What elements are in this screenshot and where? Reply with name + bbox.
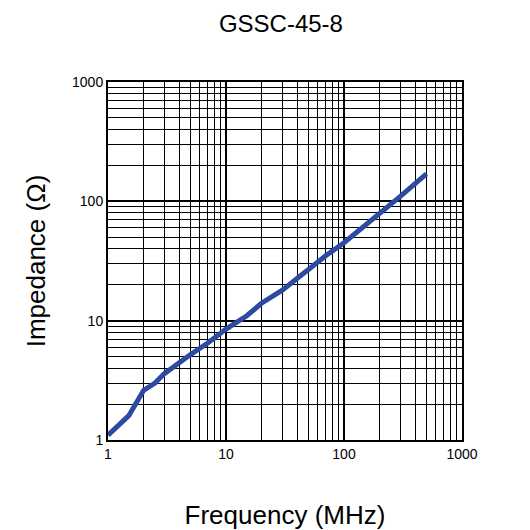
svg-text:10: 10 [218,446,234,462]
svg-text:GSSC-45-8: GSSC-45-8 [219,10,343,37]
svg-text:Frequency (MHz): Frequency (MHz) [185,500,386,530]
svg-text:10: 10 [88,313,104,329]
svg-text:1: 1 [104,446,112,462]
svg-text:1: 1 [95,432,103,448]
svg-text:1000: 1000 [72,74,103,90]
svg-text:100: 100 [80,193,104,209]
svg-text:100: 100 [332,446,356,462]
svg-text:1000: 1000 [446,446,477,462]
svg-text:Impedance (Ω): Impedance (Ω) [21,175,51,348]
